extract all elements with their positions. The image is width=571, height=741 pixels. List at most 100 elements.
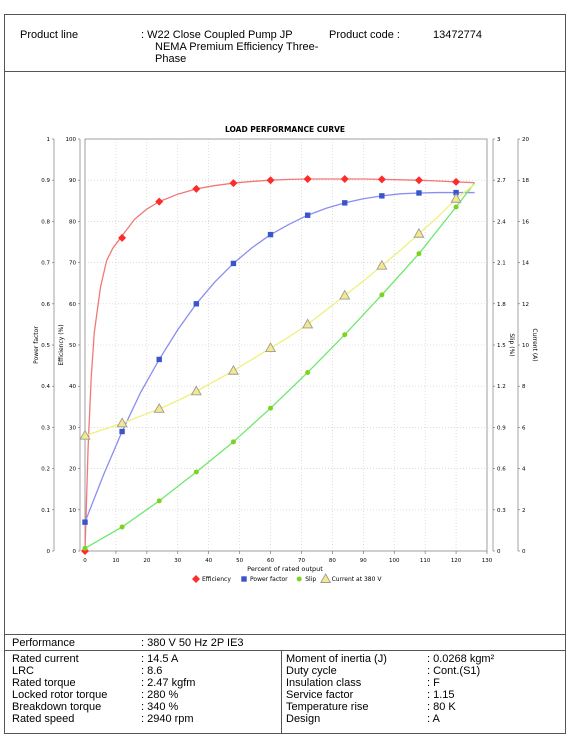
left-axis-tick-label: 0.4 — [41, 384, 50, 390]
series-3-point — [376, 259, 388, 270]
spec-value: : F — [427, 677, 440, 689]
left-axis-tick-label: 0.3 — [41, 425, 50, 431]
right-axis-tick-label: 2.7 — [497, 178, 506, 184]
spec-value: : 0.0268 kgm² — [427, 653, 495, 665]
chart-grid — [84, 138, 488, 552]
series-3-point — [302, 318, 314, 329]
series-2-point — [268, 405, 274, 411]
header-divider — [4, 71, 566, 72]
series-3-point — [339, 289, 351, 300]
specs-column-divider — [281, 650, 282, 734]
x-tick-label: 100 — [389, 558, 400, 564]
left-axis-title: Efficiency (%) — [58, 324, 65, 365]
left-axis-tick-label: 50 — [69, 343, 76, 349]
series-3-point — [190, 385, 202, 396]
x-tick-label: 20 — [143, 558, 150, 564]
spec-value: : Cont.(S1) — [427, 665, 481, 677]
product-line-value-2: NEMA Premium Efficiency Three- — [155, 41, 319, 53]
left-axis-tick-label: 0 — [73, 549, 77, 555]
legend-marker — [320, 573, 332, 583]
left-axis-title: Power factor — [33, 326, 40, 364]
series-2-point — [416, 251, 422, 257]
spec-value: : 14.5 A — [141, 653, 179, 665]
product-code-label: Product code : — [329, 29, 400, 41]
left-axis-tick-label: 80 — [69, 219, 76, 225]
legend-marker — [192, 575, 200, 583]
series-1-point — [156, 356, 162, 363]
x-tick-label: 0 — [83, 558, 87, 564]
left-axis-tick-label: 1 — [47, 137, 51, 143]
right-axis-tick-label: 14 — [522, 261, 529, 267]
spec-label: Service factor — [286, 689, 354, 701]
spec-value: : 80 K — [427, 701, 456, 713]
x-tick-label: 70 — [298, 558, 305, 564]
spec-value: : 340 % — [141, 701, 179, 713]
right-axis-tick-label: 1.5 — [497, 343, 506, 349]
left-axis-tick-label: 70 — [69, 261, 76, 267]
series-2-point — [156, 498, 162, 504]
right-axis-tick-label: 6 — [522, 425, 526, 431]
right-axis-tick-label: 18 — [522, 178, 529, 184]
right-axis-tick-label: 0.3 — [497, 508, 506, 514]
legend-label: Power factor — [250, 576, 288, 583]
series-2-point — [342, 332, 348, 338]
series-0-point — [452, 177, 461, 186]
left-axis-tick-label: 0.1 — [41, 508, 50, 514]
spec-label: LRC — [12, 665, 35, 677]
right-axis-tick-label: 2.1 — [497, 261, 506, 267]
series-2-point — [119, 524, 125, 530]
spec-value: : 280 % — [141, 689, 179, 701]
spec-label: Breakdown torque — [12, 701, 102, 713]
spec-label: Rated torque — [12, 677, 76, 689]
series-1-point — [342, 200, 348, 206]
left-axis-tick-label: 0.6 — [41, 302, 50, 308]
series-line-2 — [84, 182, 476, 549]
series-0-point — [303, 174, 312, 183]
right-axis-title: Current (A) — [531, 328, 538, 361]
series-3-point — [413, 227, 425, 238]
series-0-point — [155, 197, 164, 206]
series-1-point — [119, 428, 125, 435]
spec-label: Rated current — [12, 653, 79, 665]
right-axis-tick-label: 1.8 — [497, 302, 506, 308]
right-axis-tick-label: 20 — [522, 137, 529, 143]
right-axis-tick-label: 1.2 — [497, 384, 506, 390]
right-axis-tick-label: 0.9 — [497, 425, 506, 431]
chart-axes: 0 10 20 30 40 50 60 70 80 90 100 110 120 13000.10.20.… — [33, 137, 538, 564]
performance-label: Performance — [12, 637, 75, 649]
x-tick-label: 30 — [174, 558, 181, 564]
product-code-value: 13472774 — [433, 29, 482, 41]
series-1-point — [82, 519, 88, 525]
x-tick-label: 130 — [482, 558, 493, 564]
performance-divider-bottom — [4, 650, 566, 651]
right-axis-tick-label: 10 — [522, 343, 529, 349]
spec-label: Rated speed — [12, 713, 75, 725]
left-axis-tick-label: 100 — [66, 137, 77, 143]
series-0-point — [414, 176, 423, 185]
chart-series — [79, 174, 476, 555]
spec-label: Moment of inertia (J) — [286, 653, 387, 665]
left-axis-tick-label: 40 — [69, 384, 76, 390]
left-axis-tick-label: 0 — [47, 549, 51, 555]
product-line-value-1: : W22 Close Coupled Pump JP — [141, 29, 293, 41]
right-axis-tick-label: 4 — [522, 467, 526, 473]
spec-value: : 8.6 — [141, 665, 163, 677]
spec-label: Duty cycle — [286, 665, 337, 677]
left-axis-tick-label: 90 — [69, 178, 76, 184]
x-tick-label: 90 — [360, 558, 367, 564]
series-1-point — [379, 193, 385, 199]
series-0-point — [192, 184, 201, 193]
series-0-point — [340, 174, 349, 183]
spec-value: : 1.15 — [427, 689, 455, 701]
legend-marker — [241, 576, 247, 582]
left-axis-tick-label: 0.9 — [41, 178, 50, 184]
series-0-point — [229, 179, 238, 188]
chart-xlabel: Percent of rated output — [247, 565, 323, 573]
series-line-0 — [84, 178, 475, 552]
spec-label: Insulation class — [286, 677, 362, 689]
series-2-point — [305, 369, 311, 375]
spec-value: : 2940 rpm — [141, 713, 194, 725]
series-2-point — [230, 439, 236, 445]
left-axis-tick-label: 60 — [69, 302, 76, 308]
right-axis-tick-label: 16 — [522, 219, 529, 225]
